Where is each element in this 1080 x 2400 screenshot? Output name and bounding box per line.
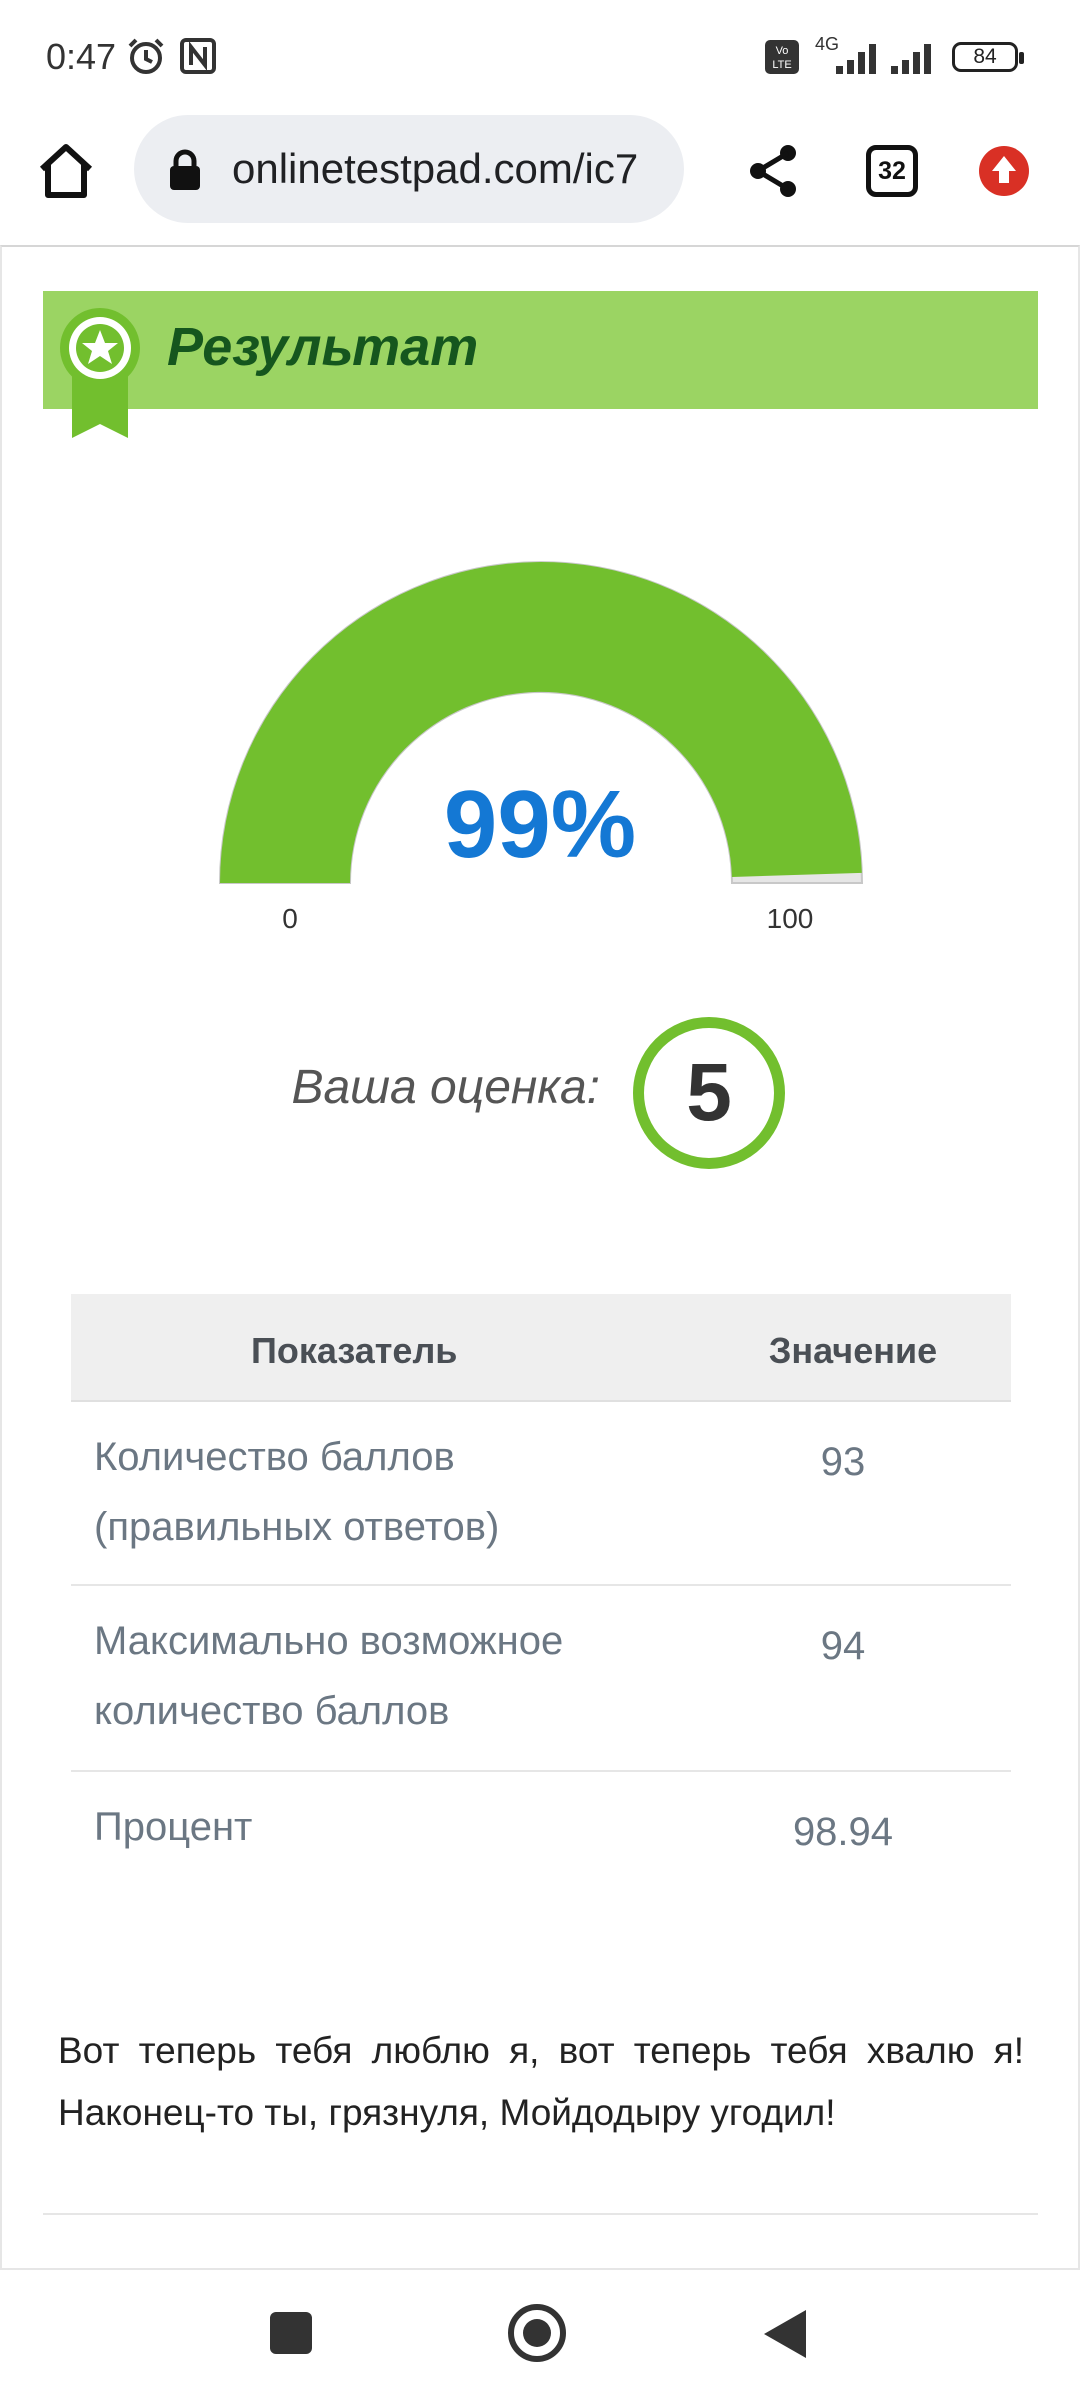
status-time: 0:47	[46, 36, 117, 77]
grade-label: Ваша оценка:	[291, 1061, 600, 1114]
url-text[interactable]: onlinetestpad.com/ic7	[232, 145, 639, 192]
table-header: Показатель Значение	[71, 1294, 1011, 1402]
browser-toolbar: onlinetestpad.com/ic7 32	[0, 115, 1080, 245]
row-value: 98.94	[792, 1810, 894, 1854]
gauge-value: 99%	[443, 771, 637, 878]
table-row: Процент 98.94	[71, 1772, 1011, 1880]
row-name-line1: Максимально возможное	[94, 1619, 564, 1663]
score-gauge	[218, 561, 864, 884]
column-header-value: Значение	[768, 1330, 938, 1371]
divider	[43, 2213, 1038, 2215]
status-bar: 0:47 Vo LTE 4G 84	[0, 0, 1080, 115]
alarm-icon	[128, 38, 164, 74]
table-row: Количество баллов (правильных ответов) 9…	[71, 1402, 1011, 1586]
svg-text:LTE: LTE	[772, 59, 791, 71]
share-icon[interactable]	[744, 141, 804, 201]
signal-icon-2	[891, 44, 931, 74]
gauge-max-label: 100	[766, 903, 814, 934]
gauge-min-label: 0	[282, 903, 298, 934]
row-name-line1: Процент	[94, 1805, 253, 1849]
nfc-icon	[180, 38, 216, 74]
nav-home-icon[interactable]	[508, 2304, 566, 2362]
lock-icon	[170, 149, 200, 190]
tabs-icon[interactable]: 32	[866, 145, 918, 197]
gauge-fill	[220, 562, 862, 883]
network-type: 4G	[815, 34, 840, 54]
grade-badge: 5	[633, 1017, 785, 1169]
row-name-line2: количество баллов	[94, 1689, 450, 1733]
home-icon[interactable]	[34, 139, 98, 203]
column-header-indicator: Показатель	[251, 1330, 458, 1371]
result-banner	[43, 291, 1038, 409]
row-value: 93	[820, 1440, 866, 1484]
web-page	[0, 245, 1080, 2270]
row-name-line1: Количество баллов	[94, 1435, 455, 1479]
result-title: Результат	[167, 317, 479, 377]
recent-apps-icon[interactable]	[270, 2312, 312, 2354]
row-value: 94	[820, 1624, 866, 1668]
svg-text:Vo: Vo	[776, 45, 789, 57]
row-name-line2: (правильных ответов)	[94, 1505, 500, 1549]
signal-icon	[836, 44, 876, 74]
result-message: Вот теперь тебя люблю я, вот теперь тебя…	[58, 2030, 1024, 2133]
update-icon[interactable]	[978, 145, 1030, 197]
back-icon[interactable]	[760, 2308, 810, 2360]
address-bar[interactable]: onlinetestpad.com/ic7	[134, 115, 684, 223]
award-ribbon-icon	[60, 308, 140, 438]
volte-icon: Vo LTE	[765, 40, 799, 74]
results-table: Показатель Значение Количество баллов (п…	[71, 1294, 1011, 1880]
battery-icon: 84	[952, 42, 1024, 72]
table-row: Максимально возможное количество баллов …	[71, 1586, 1011, 1772]
system-nav-bar	[0, 2272, 1080, 2400]
